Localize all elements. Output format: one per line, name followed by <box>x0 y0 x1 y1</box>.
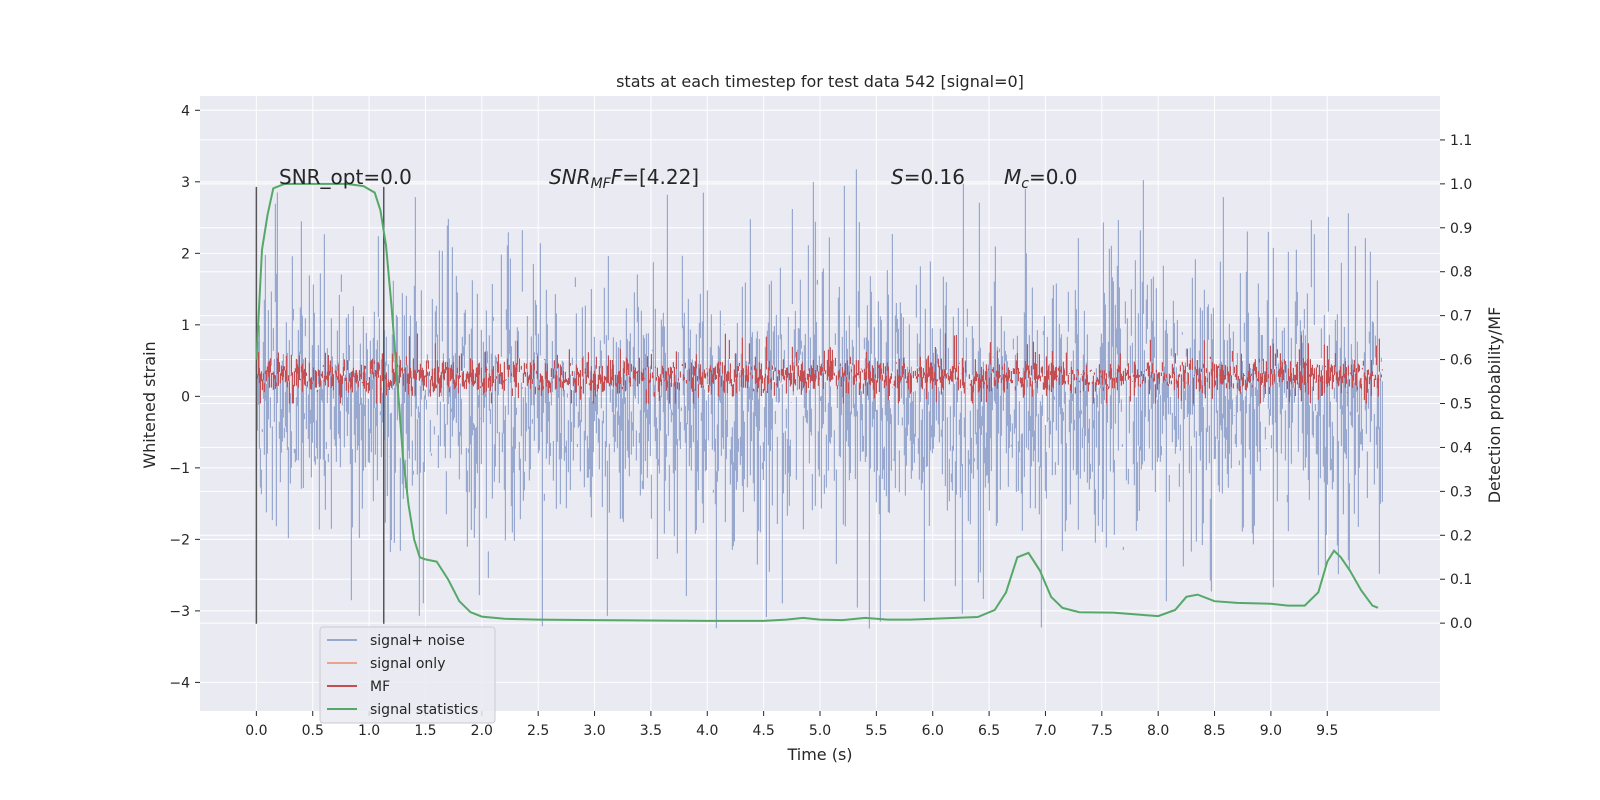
x-tick-label: 8.0 <box>1147 723 1169 739</box>
x-tick-label: 0.0 <box>245 723 267 739</box>
x-tick-label: 3.0 <box>583 723 605 739</box>
y-tick-label: 4 <box>181 103 190 119</box>
chart-title: stats at each timestep for test data 542… <box>616 72 1024 91</box>
signal-statistics-series <box>255 182 1379 622</box>
mc-value: =0.0 <box>1029 165 1078 189</box>
x-tick-label: 1.5 <box>414 723 436 739</box>
x-tick-label: 7.5 <box>1091 723 1113 739</box>
y-tick-label: −1 <box>169 461 190 477</box>
annotation-snr-mf: SNRMFF=[4.22] <box>549 165 699 192</box>
x-tick-label: 6.5 <box>978 723 1000 739</box>
y-right-tick-label: 0.4 <box>1450 440 1472 456</box>
y-tick-label: −3 <box>169 604 190 620</box>
x-tick-label: 3.5 <box>640 723 662 739</box>
legend: signal+ noise signal only MF signal stat… <box>319 626 496 724</box>
x-tick-label: 2.0 <box>471 723 493 739</box>
annotation-mc: Mc=0.0 <box>1004 165 1078 192</box>
s-label: S <box>891 165 904 189</box>
legend-label-signal-statistics: signal statistics <box>370 702 478 718</box>
y-axis-label: Whitened strain <box>140 341 159 468</box>
snr-mf-prefix: SNR <box>549 165 591 189</box>
y-right-tick-label: 0.7 <box>1450 309 1472 325</box>
y-right-tick-label: 0.6 <box>1450 353 1472 369</box>
x-tick-label: 9.5 <box>1316 723 1338 739</box>
legend-box <box>319 626 496 724</box>
x-tick-label: 8.5 <box>1203 723 1225 739</box>
annotation-s: S=0.16 <box>891 165 965 189</box>
y-tick-label: 0 <box>181 389 190 405</box>
x-tick-label: 2.5 <box>527 723 549 739</box>
mc-label: M <box>1004 165 1021 189</box>
signal-statistics-line <box>255 182 1379 622</box>
y-tick-label: −4 <box>169 675 190 691</box>
x-tick-label: 9.0 <box>1260 723 1282 739</box>
x-tick-label: 5.5 <box>865 723 887 739</box>
s-value: =0.16 <box>904 165 965 189</box>
snr-mf-value: =[4.22] <box>622 165 699 189</box>
vertical-markers <box>255 186 385 624</box>
y-tick-label: −2 <box>169 532 190 548</box>
legend-label-signal-only: signal only <box>370 656 445 672</box>
x-tick-label: 7.0 <box>1034 723 1056 739</box>
y-right-tick-label: 0.9 <box>1450 221 1472 237</box>
legend-label-noise: signal+ noise <box>370 633 465 649</box>
x-tick-label: 5.0 <box>809 723 831 739</box>
y-tick-label: 1 <box>181 318 190 334</box>
x-tick-label: 1.0 <box>358 723 380 739</box>
y-right-tick-label: 0.0 <box>1450 616 1472 632</box>
y-right-tick-label: 1.1 <box>1450 133 1472 149</box>
y-tick-label: 3 <box>181 175 190 191</box>
y-right-tick-label: 1.0 <box>1450 177 1472 193</box>
mc-sub: c <box>1021 176 1029 192</box>
snr-mf-f: F <box>611 165 623 189</box>
snr-mf-sub: MF <box>591 176 612 192</box>
y-right-tick-label: 0.1 <box>1450 572 1472 588</box>
y-axis-right-label: Detection probability/MF <box>1485 307 1504 504</box>
x-tick-label: 0.5 <box>302 723 324 739</box>
x-tick-label: 4.0 <box>696 723 718 739</box>
y-right-tick-label: 0.8 <box>1450 265 1472 281</box>
x-tick-label: 4.5 <box>753 723 775 739</box>
x-axis-label: Time (s) <box>786 745 852 764</box>
y-tick-label: 2 <box>181 246 190 262</box>
y-axis-left-ticks: −4 −3 −2 −1 0 1 2 3 4 <box>169 103 200 691</box>
x-axis-ticks: 0.0 0.5 1.0 1.5 2.0 2.5 3.0 3.5 4.0 4.5 5.0 5.5 6.0 6… <box>245 711 1338 739</box>
annotation-snr-opt: SNR_opt=0.0 <box>279 165 412 189</box>
legend-label-mf: MF <box>370 679 390 695</box>
y-axis-right-ticks: 0.0 0.1 0.2 0.3 0.4 0.5 0.6 0.7 0.8 0.9 1.0 1.1 <box>1440 133 1472 632</box>
y-right-tick-label: 0.3 <box>1450 484 1472 500</box>
y-right-tick-label: 0.5 <box>1450 397 1472 413</box>
x-tick-label: 6.0 <box>922 723 944 739</box>
y-right-tick-label: 0.2 <box>1450 528 1472 544</box>
